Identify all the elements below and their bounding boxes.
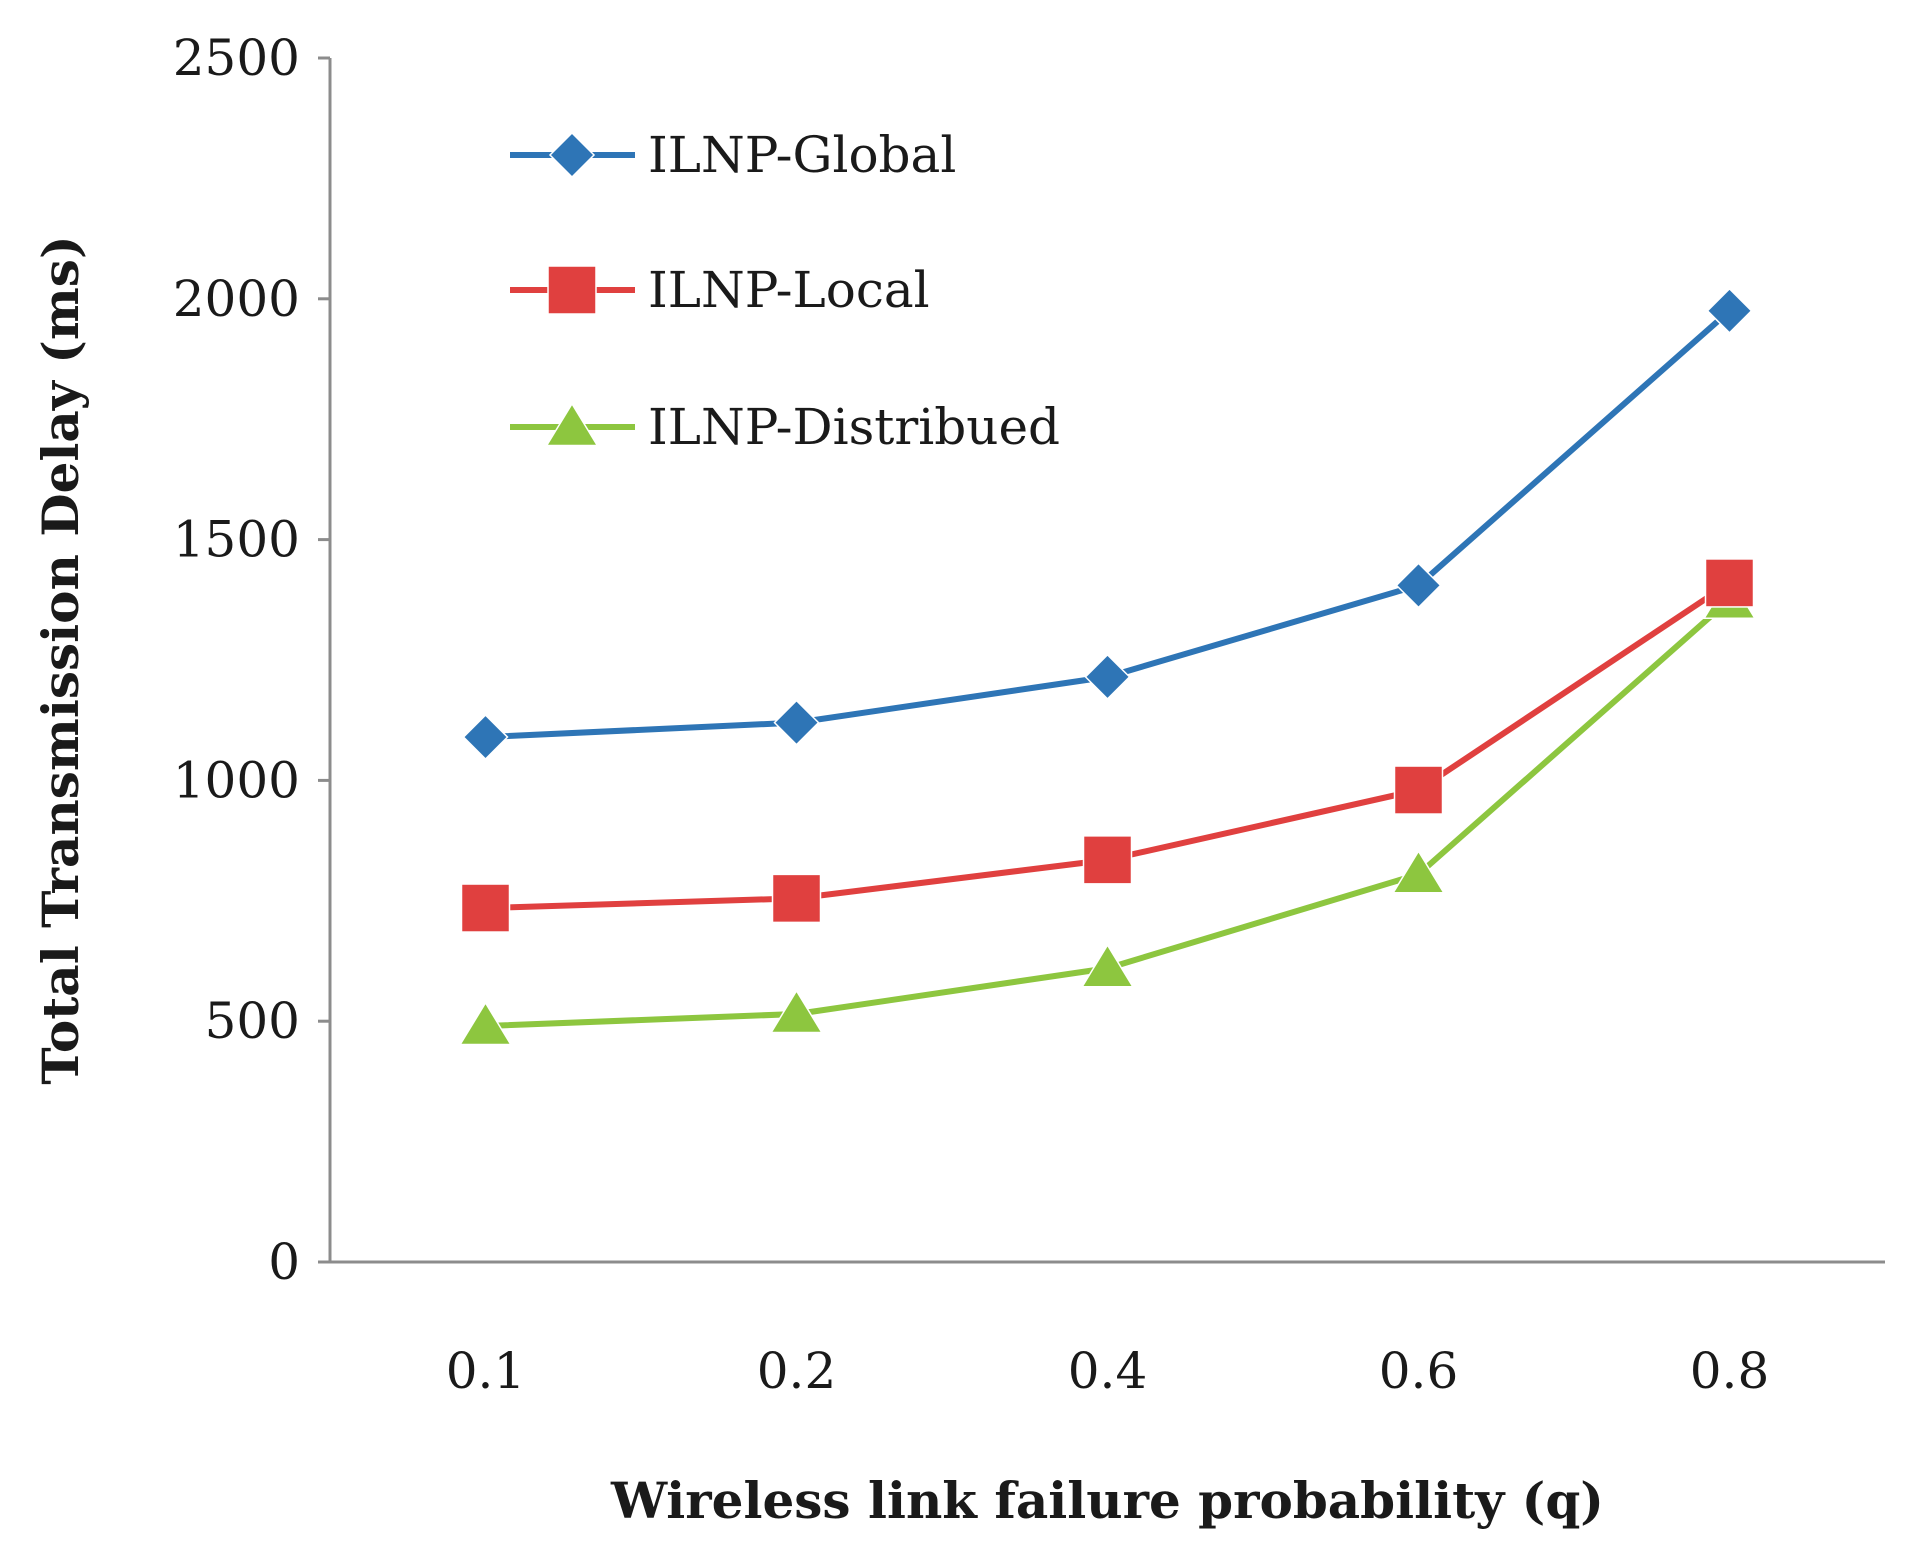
- data-point-diamond: [773, 699, 820, 746]
- x-tick-label: 0.8: [1690, 1342, 1770, 1400]
- y-tick-label: 2500: [173, 29, 300, 87]
- x-tick-label: 0.6: [1379, 1342, 1459, 1400]
- y-tick-label: 2000: [173, 270, 300, 328]
- data-point-square: [547, 265, 597, 315]
- data-point-square: [1082, 835, 1133, 885]
- legend-label: ILNP-Distribued: [648, 398, 1060, 456]
- y-tick-label: 1000: [173, 751, 300, 809]
- data-point-triangle: [458, 1001, 513, 1046]
- data-point-diamond: [462, 713, 509, 761]
- data-point-square: [1704, 558, 1755, 608]
- legend-entry: ILNP-Distribued: [510, 398, 1060, 456]
- data-point-triangle: [1080, 943, 1135, 988]
- data-point-diamond: [1395, 562, 1442, 609]
- legend-entry: ILNP-Local: [510, 261, 930, 319]
- series-ilnp-global: [462, 287, 1753, 761]
- legend: ILNP-Global ILNP-Local ILNP-Distribued: [510, 126, 1060, 456]
- series-layer: [458, 287, 1757, 1046]
- axes: [318, 58, 1885, 1264]
- y-axis-title: Total Transmission Delay (ms): [31, 235, 90, 1084]
- data-point-triangle: [769, 989, 824, 1034]
- legend-label: ILNP-Local: [648, 261, 930, 319]
- y-tick-labels: 0 500 1000 1500 2000 2500: [173, 29, 330, 1291]
- series-ilnp-local: [460, 558, 1755, 933]
- x-tick-label: 0.4: [1068, 1342, 1148, 1400]
- data-point-square: [460, 883, 511, 933]
- data-point-triangle: [1391, 849, 1446, 894]
- legend-entry: ILNP-Global: [510, 126, 956, 184]
- x-tick-label: 0.1: [446, 1342, 526, 1400]
- data-point-square: [1393, 765, 1444, 815]
- x-tick-labels: 0.1 0.2 0.4 0.6 0.8: [446, 1342, 1770, 1400]
- data-point-diamond: [1706, 287, 1753, 334]
- y-tick-label: 1500: [173, 511, 300, 569]
- y-tick-label: 0: [268, 1233, 300, 1291]
- x-tick-label: 0.2: [757, 1342, 837, 1400]
- data-point-diamond: [1084, 653, 1131, 700]
- data-point-square: [771, 873, 822, 924]
- y-tick-label: 500: [205, 992, 300, 1050]
- series-ilnp-distribued: [458, 575, 1757, 1046]
- legend-label: ILNP-Global: [648, 126, 956, 184]
- data-point-diamond: [548, 131, 596, 179]
- data-point-triangle: [545, 402, 599, 447]
- x-axis-title: Wireless link failure probability (q): [610, 1471, 1604, 1530]
